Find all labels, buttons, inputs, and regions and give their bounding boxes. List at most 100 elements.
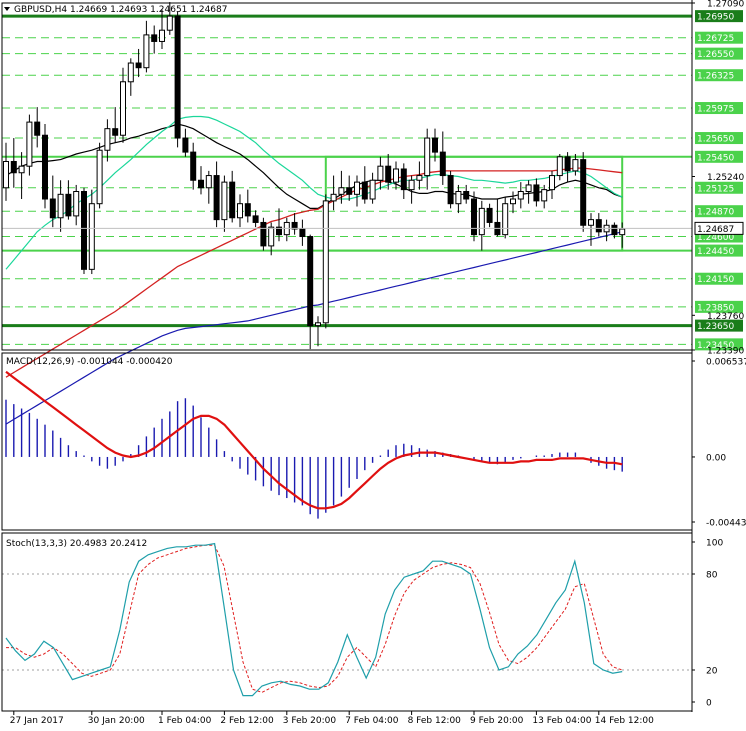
time-axis-label: 7 Feb 04:00 xyxy=(345,716,399,726)
candle-body xyxy=(151,34,158,42)
candle-body xyxy=(3,160,9,189)
panel-frame xyxy=(1,352,693,531)
candle-body xyxy=(26,121,33,167)
candle-body xyxy=(49,198,56,219)
candle-body xyxy=(619,228,626,236)
level-tag-label: 1.24870 xyxy=(697,208,734,218)
candle-body xyxy=(276,226,282,236)
bid-tag-label: 1.24687 xyxy=(697,225,734,235)
candle-body xyxy=(174,15,181,139)
level-tag xyxy=(695,47,743,60)
candle-body xyxy=(127,62,134,83)
candle-body xyxy=(213,175,220,221)
candle-body xyxy=(198,179,204,189)
level-tag xyxy=(695,102,743,115)
candle-body xyxy=(510,198,516,205)
candle-body xyxy=(81,191,87,270)
level-tag xyxy=(695,150,743,163)
candle-body xyxy=(112,128,119,136)
candle-body xyxy=(42,134,48,200)
candle-body xyxy=(588,219,594,226)
candle-body xyxy=(143,34,150,69)
price-panel: 1.26950 1.26725 1.26550 1.26325 1.25975 1.256… xyxy=(2,0,744,425)
time-axis-label: 3 Feb 20:00 xyxy=(283,716,337,726)
price-axis-label: 1.25240 xyxy=(707,173,744,183)
moving-average-line xyxy=(5,231,623,425)
candle-body xyxy=(416,175,423,181)
candle-body xyxy=(237,203,243,219)
candle-body xyxy=(439,151,446,177)
level-tag-label: 1.26950 xyxy=(697,13,734,23)
level-tag-label: 1.24150 xyxy=(697,275,734,285)
candle-body xyxy=(572,159,579,172)
candle-body xyxy=(120,81,126,136)
candle-body xyxy=(611,224,618,236)
level-tag xyxy=(695,31,743,44)
candle-body xyxy=(96,149,103,205)
level-tag-label: 1.23850 xyxy=(697,303,734,313)
candle-body xyxy=(377,165,384,181)
candle-body xyxy=(354,181,360,195)
level-tag xyxy=(695,205,743,218)
candle-body xyxy=(369,179,376,200)
candle-body xyxy=(73,191,80,217)
stoch-axis-label: 100 xyxy=(706,539,723,549)
candle-body xyxy=(463,191,470,200)
level-tag-label: 1.26325 xyxy=(697,72,734,82)
candle-body xyxy=(525,184,532,193)
candle-body xyxy=(299,228,306,238)
time-axis-label: 13 Feb 04:00 xyxy=(532,716,591,726)
panel-frame xyxy=(1,532,693,712)
level-tag-label: 1.23450 xyxy=(697,341,734,351)
candle-body xyxy=(486,207,493,223)
moving-average-line xyxy=(5,167,623,378)
candle-body xyxy=(541,189,548,202)
macd-signal-line xyxy=(5,370,623,510)
level-tag-label: 1.25975 xyxy=(697,105,734,115)
candle-body xyxy=(182,137,189,153)
candle-body xyxy=(471,198,477,236)
time-axis-label: 14 Feb 12:00 xyxy=(595,716,654,726)
time-axis-label: 8 Feb 12:00 xyxy=(408,716,462,726)
candle-body xyxy=(291,221,298,230)
candle-body xyxy=(57,193,64,219)
level-tag-label: 1.26725 xyxy=(697,34,734,44)
stoch-main-line xyxy=(5,542,623,697)
level-tag xyxy=(695,338,743,351)
candle-body xyxy=(315,322,321,327)
bid-tag xyxy=(694,221,744,235)
macd-panel-title: MACD(12,26,9) -0.001044 -0.000420 xyxy=(6,357,173,367)
candle-body xyxy=(190,151,197,181)
candle-body xyxy=(330,193,337,202)
level-tag-label: 1.23650 xyxy=(697,322,734,332)
candle-body xyxy=(205,175,212,189)
candle-body xyxy=(322,200,329,324)
candle-body xyxy=(478,207,485,236)
level-tag-label: 1.25450 xyxy=(697,153,734,163)
candle-body xyxy=(10,160,17,174)
time-axis-label: 30 Jan 20:00 xyxy=(88,716,145,726)
candle-body xyxy=(447,175,454,205)
candle-body xyxy=(361,181,368,200)
candle-body xyxy=(244,203,251,217)
candle-body xyxy=(166,15,173,31)
level-tag xyxy=(695,319,743,332)
candle-body xyxy=(229,181,236,219)
candle-body xyxy=(252,215,259,223)
time-axis-label: 27 Jan 2017 xyxy=(10,716,64,726)
candle-body xyxy=(564,156,571,172)
candle-body xyxy=(400,168,407,191)
stoch-signal-line xyxy=(6,544,623,693)
candle-body xyxy=(517,191,524,200)
dropdown-icon xyxy=(4,7,10,11)
candle-body xyxy=(18,165,25,174)
macd-axis-label: 0.00 xyxy=(706,453,726,463)
moving-average-line xyxy=(5,115,623,270)
stochastic-panel-title: Stoch(13,3,3) 20.4983 20.2412 xyxy=(6,539,147,549)
level-tag xyxy=(695,132,743,145)
candle-body xyxy=(65,193,72,217)
stoch-axis-label: 20 xyxy=(706,667,718,677)
